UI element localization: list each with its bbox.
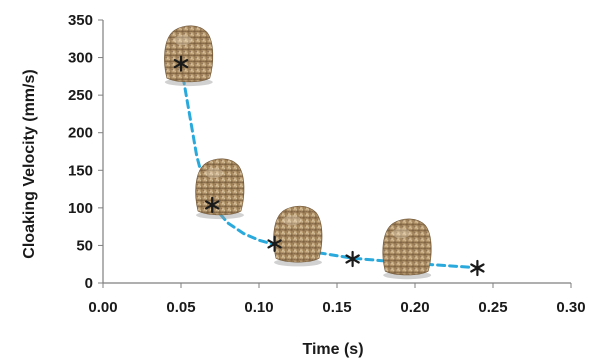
y-tick-label: 150 [68,162,93,179]
data-point-1 [173,55,189,72]
droplet-body [164,25,214,83]
data-point-4 [345,250,360,268]
y-tick-label: 250 [68,87,93,104]
y-tick-label: 100 [68,200,93,217]
x-tick-label: 0.10 [244,299,273,316]
data-points [173,55,485,277]
droplet-highlight [392,228,411,239]
asterisk-stroke [470,263,485,273]
droplet-body [382,218,432,276]
x-tick-label: 0.30 [556,299,585,316]
droplet-highlight [283,215,301,226]
droplet-highlight [205,168,223,179]
y-axis-title: Cloaking Velocity (mm/s) [21,69,38,258]
droplet-image-1 [164,25,214,87]
y-tick-label: 50 [76,237,93,254]
x-tick-label: 0.15 [322,299,351,316]
droplet-highlight [173,35,192,46]
asterisk-stroke [205,200,220,210]
droplet-images [164,25,432,280]
asterisk-stroke [345,254,360,264]
y-tick-label: 350 [68,12,93,29]
x-tick-label: 0.05 [166,299,195,316]
data-point-2 [205,196,220,213]
y-tick-label: 200 [68,125,93,142]
axes [98,19,572,288]
y-tick-label: 300 [68,50,93,67]
y-tick-label: 0 [85,275,93,292]
data-point-3 [267,235,282,252]
droplet-image-2 [195,158,245,220]
x-tick-label: 0.20 [400,299,429,316]
droplet-image-4 [382,218,432,280]
x-tick-label: 0.25 [478,299,507,316]
x-tick-label: 0.00 [88,299,117,316]
tick-labels: 0 50 100 150 200 250 300 350 0.00 0.05 0.10 0.15 0.2… [68,12,586,316]
droplet-body [195,158,245,216]
droplet-body [273,205,323,263]
asterisk-stroke [173,58,189,69]
x-axis-title: Time (s) [302,341,363,358]
asterisk-stroke [267,239,282,249]
data-point-5 [470,259,485,277]
droplet-image-3 [273,205,323,267]
